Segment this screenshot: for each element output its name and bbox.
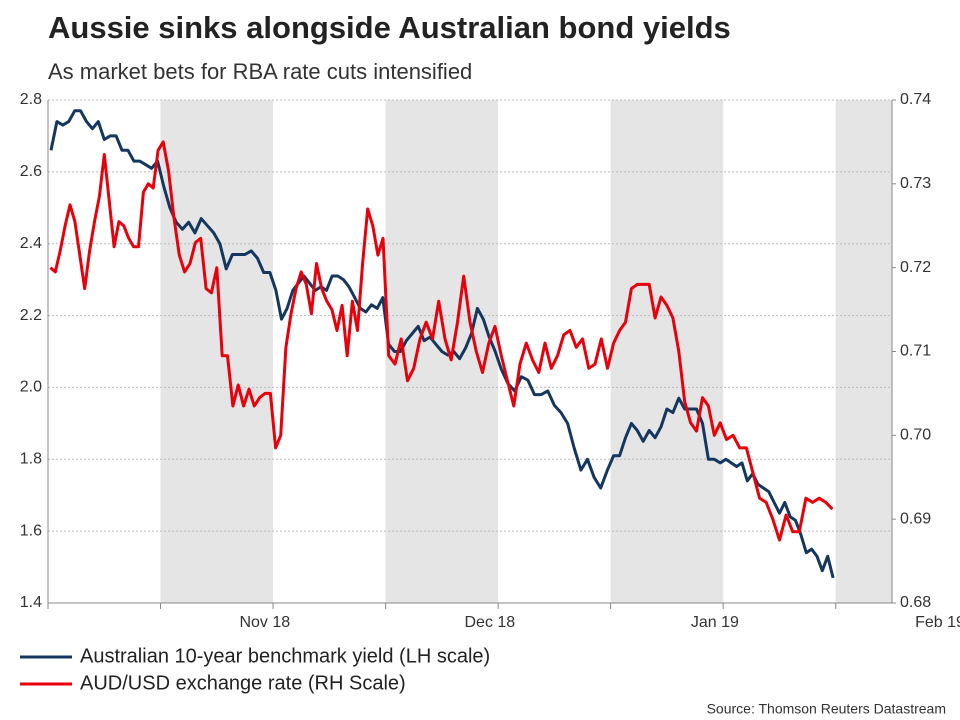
x-tick-label: Nov 18 (239, 614, 290, 631)
month-band (835, 100, 892, 603)
legend-label: Australian 10-year benchmark yield (LH s… (80, 645, 490, 667)
y-tick-label: 2.0 (20, 379, 42, 396)
legend-label: AUD/USD exchange rate (RH Scale) (80, 672, 406, 694)
y2-tick-label: 0.69 (900, 510, 931, 527)
chart-subtitle: As market bets for RBA rate cuts intensi… (48, 59, 472, 84)
y2-tick-label: 0.72 (900, 259, 931, 276)
y2-tick-label: 0.68 (900, 594, 931, 611)
chart-title: Aussie sinks alongside Australian bond y… (48, 10, 731, 45)
x-tick-label: Dec 18 (465, 614, 516, 631)
x-tick-label: Jan 19 (691, 614, 739, 631)
y2-tick-label: 0.73 (900, 175, 931, 192)
y-tick-label: 2.8 (20, 91, 42, 108)
y-tick-label: 1.4 (20, 594, 42, 611)
y-tick-label: 1.8 (20, 451, 42, 468)
y2-tick-label: 0.71 (900, 343, 931, 360)
y-tick-label: 1.6 (20, 522, 42, 539)
month-band (160, 100, 274, 603)
series-line (49, 109, 835, 579)
y-tick-label: 2.2 (20, 307, 42, 324)
y-tick-label: 2.4 (20, 235, 42, 252)
y2-tick-label: 0.70 (900, 427, 931, 444)
y-tick-label: 2.6 (20, 163, 42, 180)
x-tick-label: Feb 19 (915, 614, 960, 631)
month-band (610, 100, 724, 603)
y2-tick-label: 0.74 (900, 91, 931, 108)
source: Source: Thomson Reuters Datastream (707, 701, 946, 717)
series-line (49, 140, 834, 542)
